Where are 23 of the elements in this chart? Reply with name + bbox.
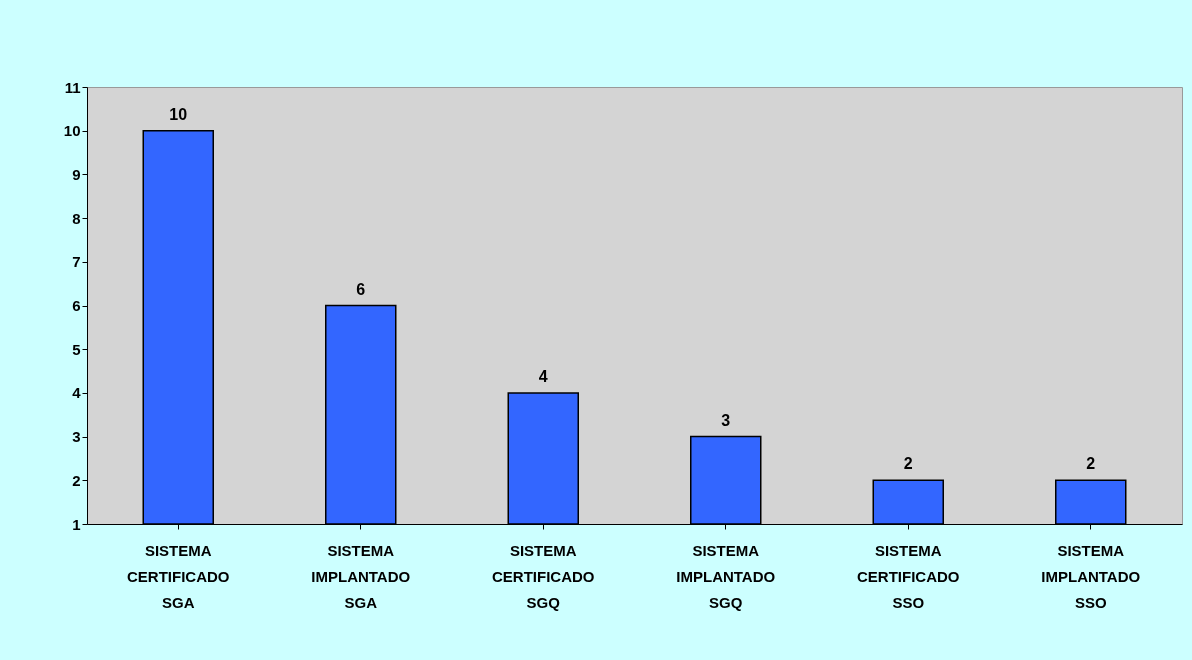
y-tick-label: 4 xyxy=(72,384,82,402)
y-tick-label: 7 xyxy=(72,253,81,271)
data-label: 3 xyxy=(721,411,731,429)
data-label: 10 xyxy=(169,105,188,123)
y-tick-label: 6 xyxy=(72,297,81,314)
y-tick-label: 10 xyxy=(63,122,81,140)
data-label: 2 xyxy=(1086,455,1096,473)
y-tick-label: 8 xyxy=(72,209,81,227)
y-tick-label: 1 xyxy=(72,515,81,533)
data-label: 6 xyxy=(356,280,366,298)
x-tick-label: SISTEMA CERTIFICADO SSO xyxy=(857,541,960,611)
x-tick-label: SISTEMA IMPLANTADO SSO xyxy=(1041,541,1141,611)
y-tick-label: 3 xyxy=(72,428,81,446)
data-label: 4 xyxy=(538,367,548,385)
y-tick-label: 11 xyxy=(64,78,81,96)
x-tick-label: SISTEMA CERTIFICADO SGA xyxy=(127,541,230,611)
y-tick-label: 9 xyxy=(72,165,81,183)
y-tick-label: 5 xyxy=(72,340,81,358)
y-tick-label: 2 xyxy=(72,471,81,489)
data-label: 2 xyxy=(903,455,913,473)
x-tick-label: SISTEMA IMPLANTADO SGA xyxy=(311,541,411,611)
x-tick-label: SISTEMA CERTIFICADO SGQ xyxy=(492,541,595,611)
x-tick-label: SISTEMA IMPLANTADO SGQ xyxy=(676,541,776,611)
